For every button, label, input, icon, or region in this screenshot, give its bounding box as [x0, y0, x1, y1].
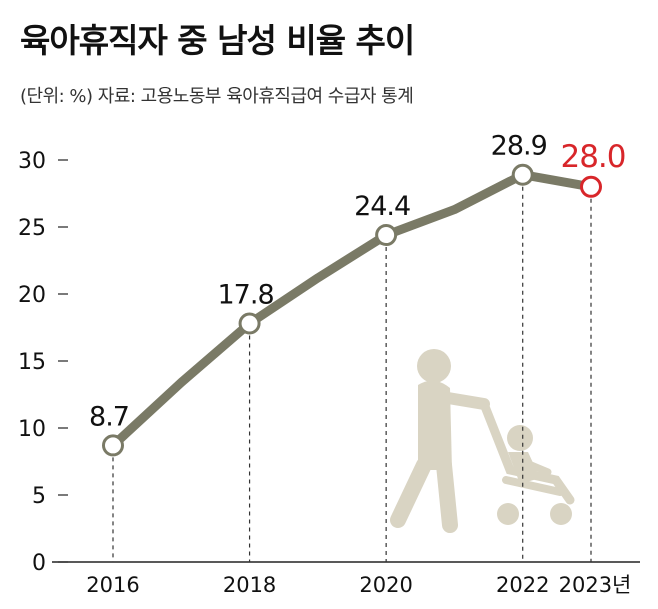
y-tick-label: 5 [32, 484, 46, 509]
y-tick-label: 25 [18, 216, 46, 241]
data-point-marker [511, 163, 534, 186]
data-point-marker [375, 224, 398, 247]
baby-head-icon [507, 425, 533, 451]
person-arm-icon [442, 392, 490, 410]
stroller-wheel-left-icon [497, 503, 519, 525]
data-point-marker [580, 175, 602, 198]
data-label: 28.0 [560, 139, 625, 175]
series-line [108, 170, 596, 450]
data-point-marker [102, 434, 124, 457]
x-tick-label: 2020 [359, 573, 412, 597]
x-tick-label: 2018 [223, 573, 276, 597]
stroller-wheel-right-icon [550, 503, 572, 525]
x-tick-label: 2023년 [559, 573, 632, 597]
data-label: 24.4 [354, 191, 410, 222]
y-tick-label: 10 [18, 417, 46, 442]
data-label: 17.8 [218, 279, 274, 310]
y-tick-label: 30 [18, 149, 46, 174]
stroller-seat-icon [502, 476, 564, 496]
y-tick-label: 15 [18, 350, 46, 375]
x-tick-label: 2022 [496, 573, 549, 597]
chart-title: 육아휴직자 중 남성 비율 추이 [20, 21, 415, 60]
chart-subtitle: (단위: %) 자료: 고용노동부 육아휴직급여 수급자 통계 [20, 86, 414, 107]
person-legs-icon [390, 457, 458, 533]
baby-body-icon [508, 452, 540, 484]
y-tick-label: 20 [18, 283, 46, 308]
x-tick-label: 2016 [86, 573, 139, 597]
baby-arm-icon [520, 458, 552, 476]
person-body-icon [418, 380, 452, 470]
data-label: 8.7 [89, 401, 129, 432]
data-point-marker [238, 312, 261, 335]
person-head-icon [417, 349, 451, 383]
data-label: 28.9 [491, 131, 547, 162]
y-tick-label: 0 [32, 551, 46, 576]
